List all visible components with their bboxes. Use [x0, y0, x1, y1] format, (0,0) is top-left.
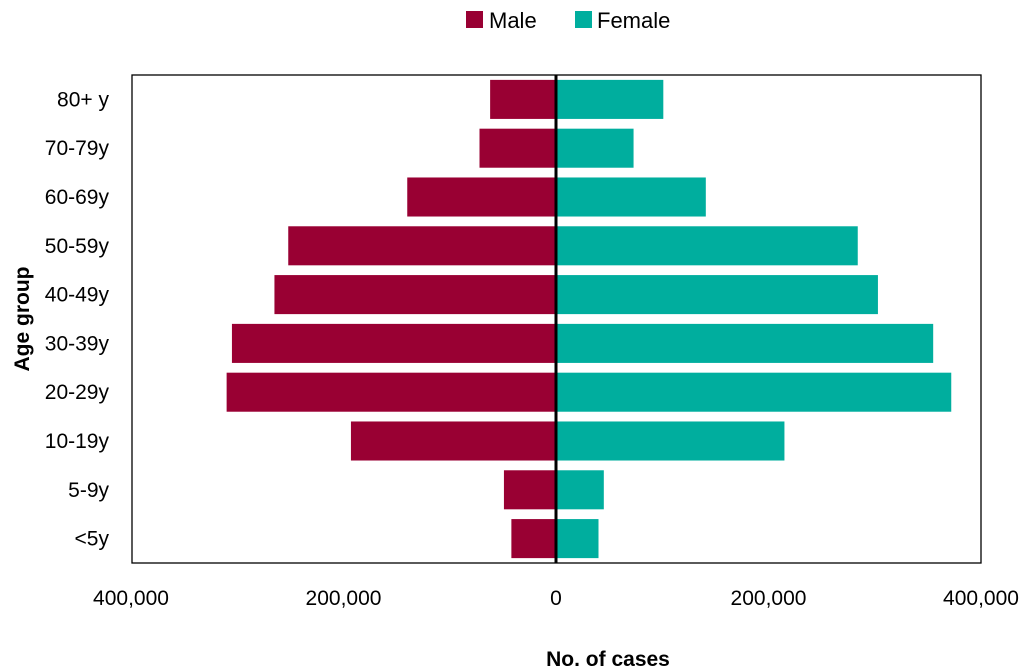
y-tick-label: 30-39y — [45, 332, 110, 355]
bar-female-9 — [556, 79, 664, 119]
y-tick-label: 60-69y — [45, 186, 110, 209]
legend-swatch-female — [575, 11, 592, 28]
bar-male-6 — [288, 226, 556, 266]
y-tick-label: 50-59y — [45, 235, 110, 258]
y-tick-label: 20-29y — [45, 381, 110, 404]
y-axis-title: Age group — [11, 267, 34, 372]
x-tick-labels: 400,000 200,000 0 200,000 400,000 — [93, 587, 1019, 610]
bar-male-4 — [231, 323, 556, 363]
bar-female-3 — [556, 372, 952, 412]
bar-male-9 — [490, 79, 556, 119]
x-tick-label: 0 — [550, 587, 562, 610]
y-tick-labels: <5y 5-9y 10-19y 20-29y 30-39y 40-49y 50-59y 60-… — [45, 88, 110, 550]
legend-swatch-male — [466, 11, 483, 28]
bar-female-1 — [556, 470, 604, 510]
bar-male-0 — [511, 519, 556, 559]
bar-female-0 — [556, 519, 599, 559]
y-tick-label: 5-9y — [68, 479, 109, 502]
bar-male-1 — [503, 470, 556, 510]
x-tick-label: 200,000 — [306, 587, 382, 610]
bars-group — [226, 79, 952, 559]
x-tick-label: 400,000 — [93, 587, 169, 610]
y-tick-label: 10-19y — [45, 430, 110, 453]
bar-female-6 — [556, 226, 858, 266]
legend: Male Female — [466, 8, 670, 33]
bar-female-7 — [556, 177, 706, 217]
x-axis-title: No. of cases — [546, 648, 670, 671]
x-tick-label: 400,000 — [943, 587, 1019, 610]
y-tick-label: 40-49y — [45, 284, 110, 307]
bar-male-5 — [274, 275, 556, 315]
bar-female-8 — [556, 128, 634, 168]
bar-male-8 — [479, 128, 556, 168]
bar-male-2 — [350, 421, 556, 461]
y-tick-label: <5y — [75, 528, 110, 551]
bar-male-3 — [226, 372, 556, 412]
bar-female-5 — [556, 275, 878, 315]
y-tick-label: 70-79y — [45, 137, 110, 160]
bar-female-4 — [556, 323, 934, 363]
x-tick-label: 200,000 — [731, 587, 807, 610]
legend-label-female: Female — [597, 8, 670, 33]
legend-label-male: Male — [489, 8, 537, 33]
bar-male-7 — [407, 177, 556, 217]
y-tick-label: 80+ y — [57, 88, 109, 111]
bar-female-2 — [556, 421, 785, 461]
